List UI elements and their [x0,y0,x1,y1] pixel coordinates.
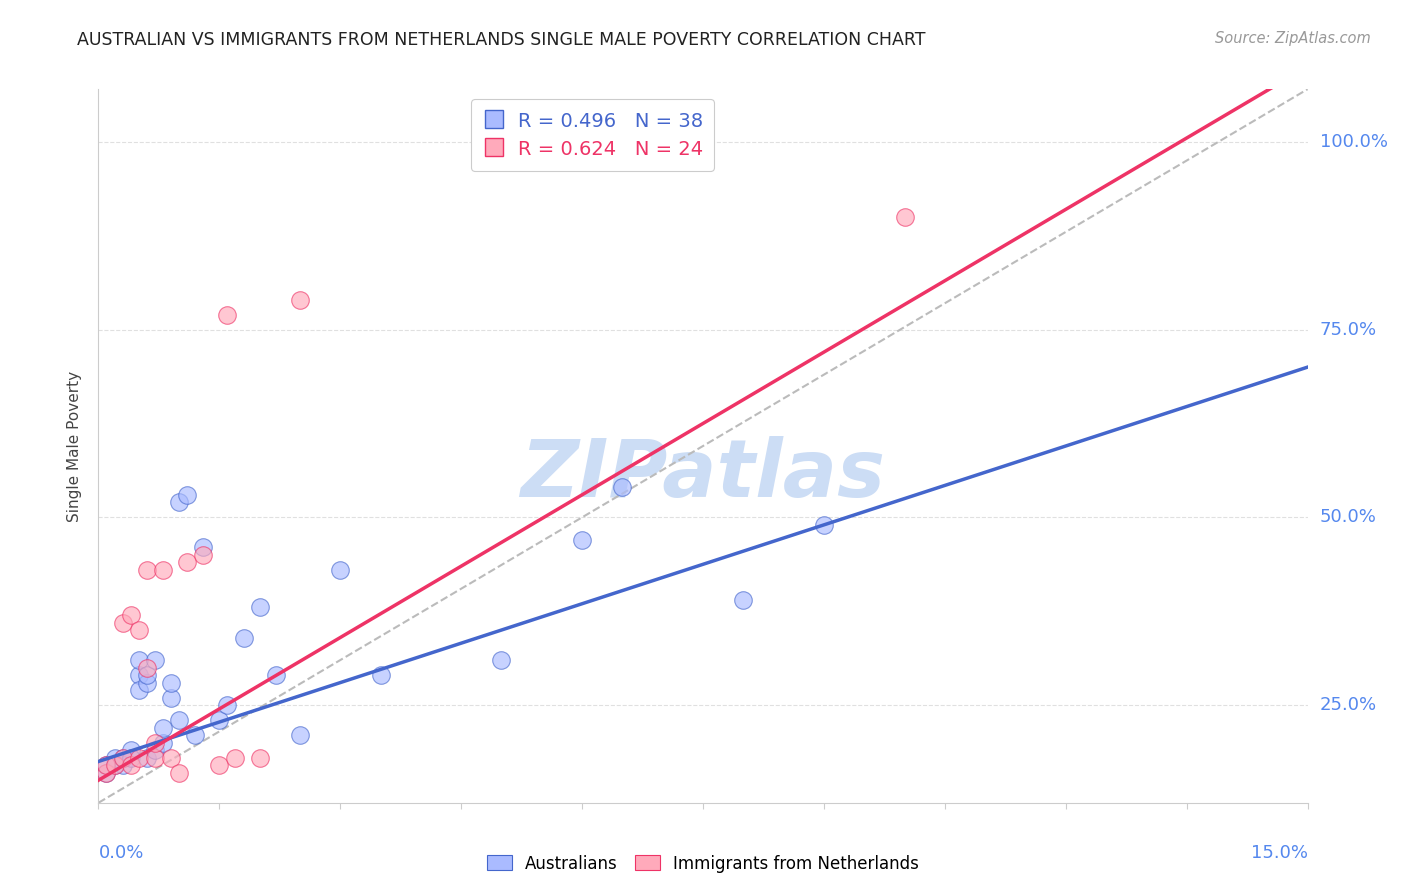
Point [96,758,118,772]
Point [167,713,190,727]
Point [111,758,134,772]
Text: 25.0%: 25.0% [1320,696,1376,714]
Point [264,668,287,682]
Text: 75.0%: 75.0% [1320,320,1376,339]
Point [249,600,271,615]
Point [135,660,157,674]
Point [128,653,150,667]
Point [135,563,157,577]
Point [128,668,150,682]
Point [217,698,239,713]
Point [120,743,142,757]
Point [120,758,142,772]
Point [167,765,190,780]
Legend: R = 0.496   N = 38, R = 0.624   N = 24: R = 0.496 N = 38, R = 0.624 N = 24 [471,99,714,171]
Text: 100.0%: 100.0% [1320,133,1388,151]
Point [120,607,142,622]
Point [152,563,174,577]
Point [160,675,183,690]
Point [160,750,183,764]
Point [893,210,915,224]
Point [103,758,125,772]
Point [329,563,352,577]
Point [143,743,166,757]
Point [96,765,118,780]
Legend: Australians, Immigrants from Netherlands: Australians, Immigrants from Netherlands [481,848,925,880]
Point [249,750,271,764]
Point [111,615,134,630]
Point [128,683,150,698]
Text: Source: ZipAtlas.com: Source: ZipAtlas.com [1215,31,1371,46]
Text: ZIPatlas: ZIPatlas [520,435,886,514]
Point [217,308,239,322]
Point [612,480,634,494]
Point [176,488,198,502]
Point [143,653,166,667]
Point [224,750,246,764]
Text: AUSTRALIAN VS IMMIGRANTS FROM NETHERLANDS SINGLE MALE POVERTY CORRELATION CHART: AUSTRALIAN VS IMMIGRANTS FROM NETHERLAND… [77,31,925,49]
Y-axis label: Single Male Poverty: Single Male Poverty [67,370,83,522]
Point [193,541,215,555]
Point [288,728,311,742]
Point [232,631,254,645]
Point [96,758,118,772]
Point [103,750,125,764]
Point [103,758,125,772]
Point [111,750,134,764]
Point [152,721,174,735]
Point [176,556,198,570]
Text: 0.0%: 0.0% [98,845,143,863]
Point [167,495,190,509]
Point [813,517,835,532]
Point [135,668,157,682]
Text: 50.0%: 50.0% [1320,508,1376,526]
Point [135,750,157,764]
Point [571,533,593,547]
Point [491,653,513,667]
Point [184,728,207,742]
Point [96,765,118,780]
Point [111,750,134,764]
Point [193,548,215,562]
Point [288,293,311,307]
Point [135,675,157,690]
Point [128,750,150,764]
Point [208,713,231,727]
Text: 15.0%: 15.0% [1250,845,1308,863]
Point [733,593,755,607]
Point [143,736,166,750]
Point [143,750,166,764]
Point [152,736,174,750]
Point [370,668,392,682]
Point [120,750,142,764]
Point [208,758,231,772]
Point [128,623,150,637]
Point [160,690,183,705]
